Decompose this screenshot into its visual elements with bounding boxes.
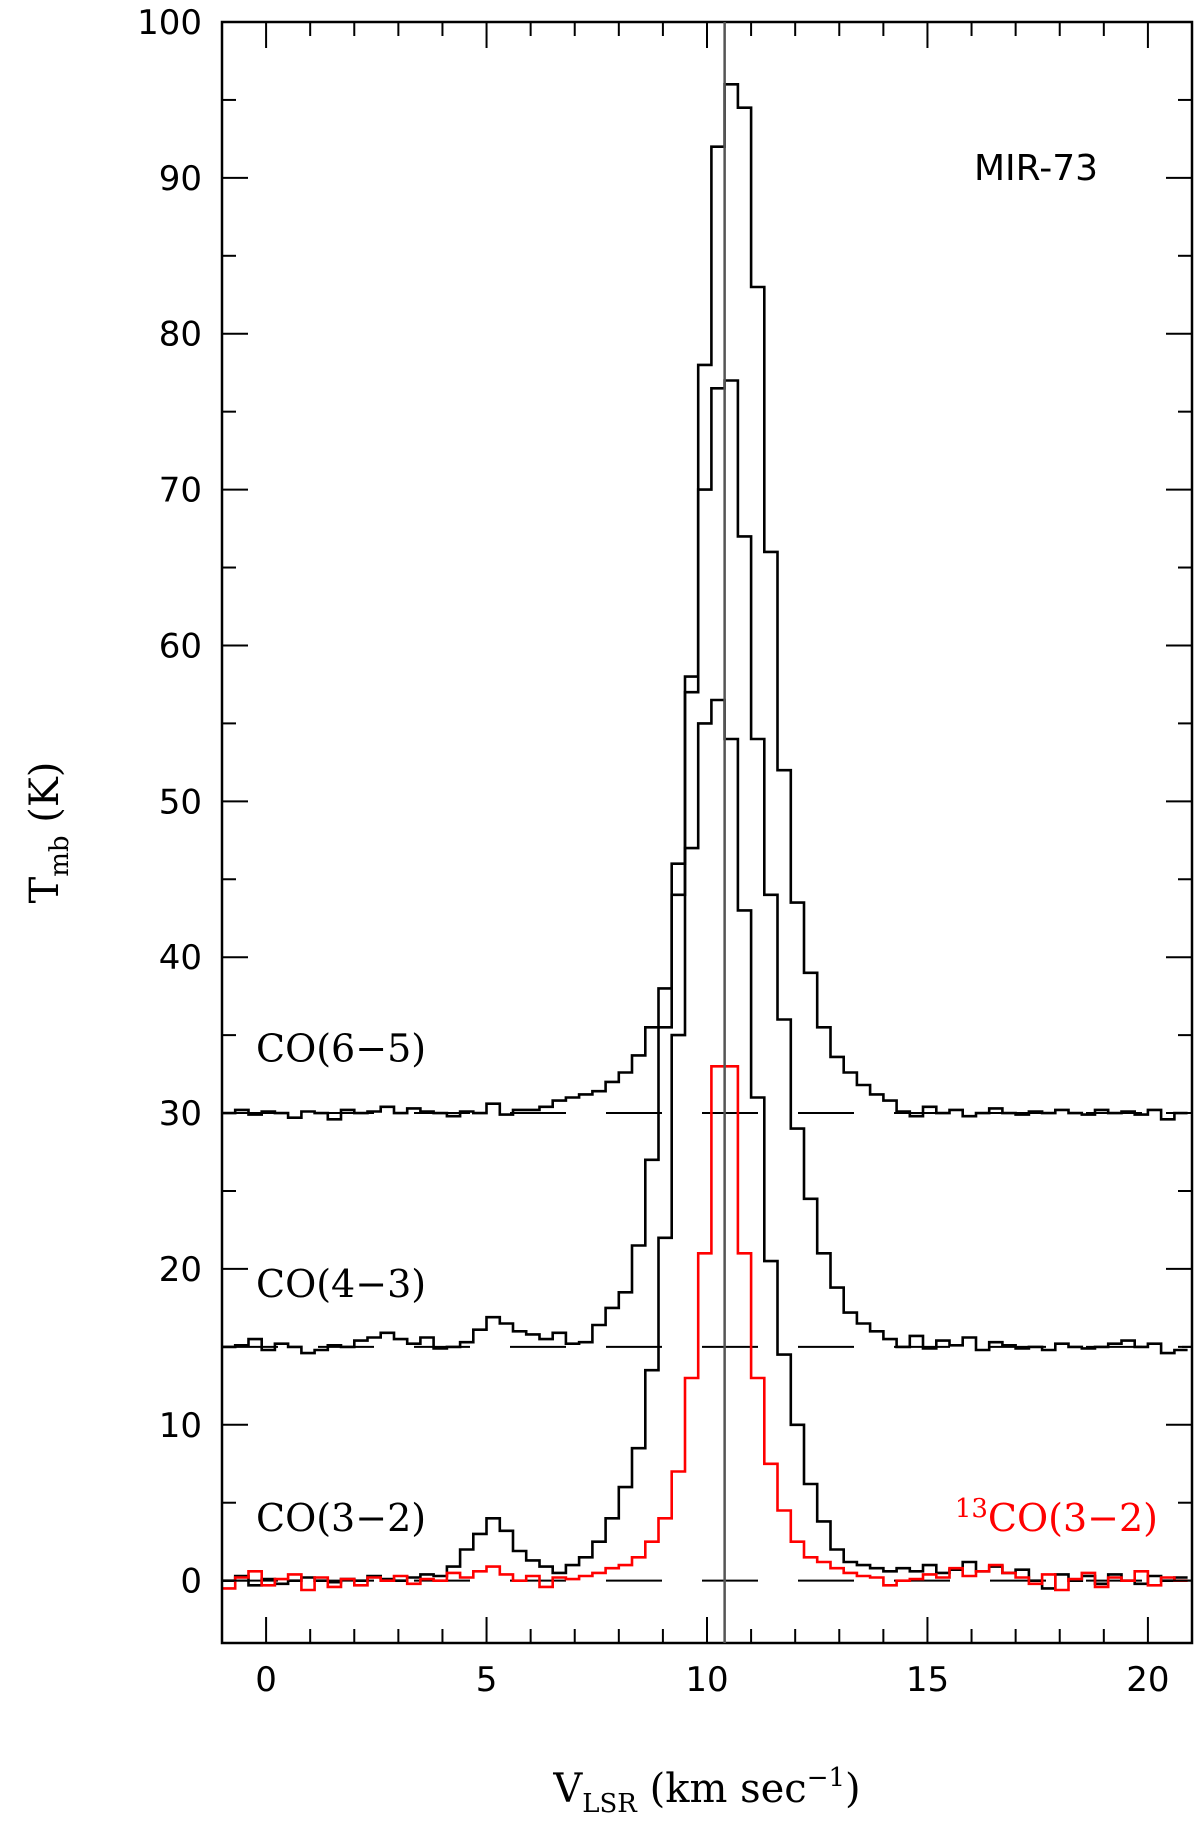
series-label: CO(3−2) [256, 1496, 426, 1540]
chart-title: MIR-73 [974, 148, 1098, 189]
y-tick-label: 40 [159, 938, 202, 978]
x-tick-label: 20 [1126, 1660, 1169, 1700]
y-tick-label: 100 [137, 3, 202, 43]
y-tick-label: 80 [159, 315, 202, 355]
y-tick-label: 50 [159, 782, 202, 822]
series-label: CO(4−3) [256, 1262, 426, 1306]
x-axis-label: VLSR (km sec−1) [552, 1763, 860, 1819]
x-tick-label: 10 [685, 1660, 728, 1700]
x-tick-label: 15 [906, 1660, 949, 1700]
x-tick-label: 5 [476, 1660, 498, 1700]
y-axis-label: Tmb (K) [22, 762, 75, 904]
series-label-main: CO(3−2) [988, 1496, 1158, 1540]
y-tick-label: 90 [159, 159, 202, 199]
series-label-sup: 13 [955, 1494, 988, 1524]
y-tick-label: 20 [159, 1250, 202, 1290]
plot-frame [220, 20, 1194, 1645]
x-tick-label: 0 [255, 1660, 277, 1700]
y-tick-label: 60 [159, 626, 202, 666]
series-line-1 [222, 379, 1188, 1355]
series-label: CO(6−5) [256, 1027, 426, 1071]
y-tick-label: 70 [159, 471, 202, 511]
series-line-3 [222, 1065, 1188, 1592]
y-tick-label: 10 [159, 1406, 202, 1446]
series-label: 13CO(3−2) [955, 1494, 1158, 1540]
y-tick-label: 30 [159, 1094, 202, 1134]
series-line-2 [222, 698, 1188, 1590]
series-line-0 [222, 83, 1188, 1121]
y-tick-label: 0 [180, 1562, 202, 1602]
